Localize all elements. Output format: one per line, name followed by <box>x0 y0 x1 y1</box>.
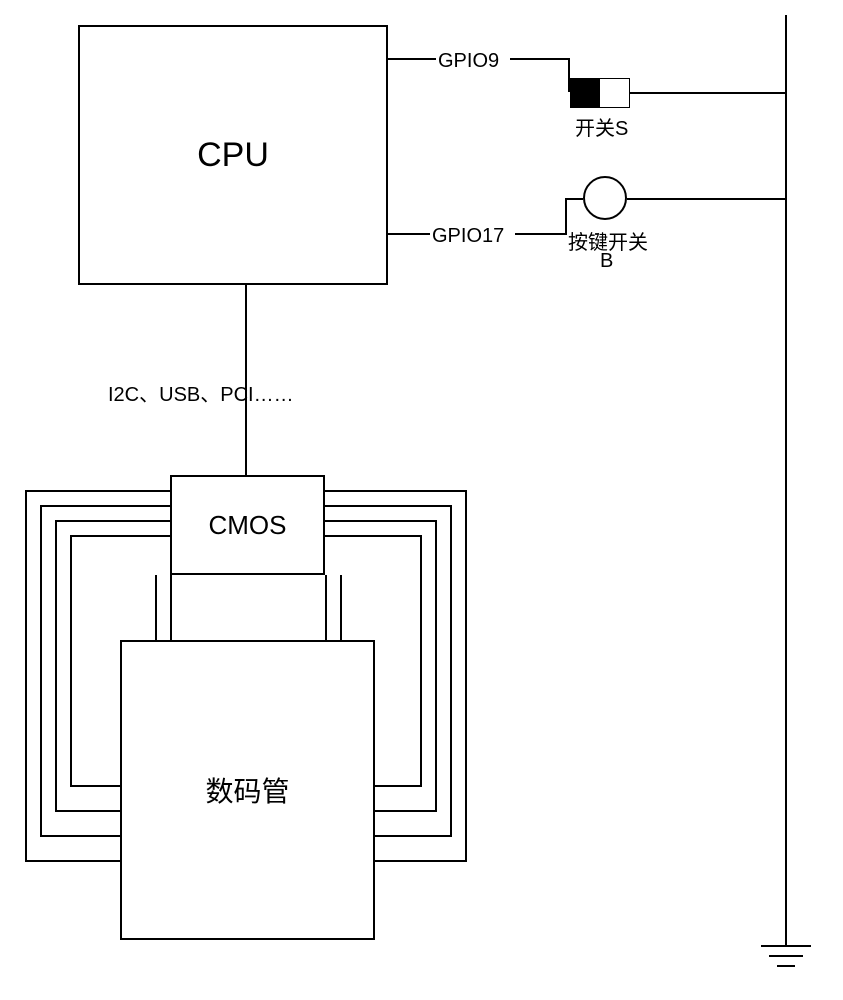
push-button-b-label2: B <box>600 250 613 273</box>
wire <box>785 15 787 945</box>
wire <box>450 505 452 835</box>
switch-s-right <box>600 79 629 107</box>
wire <box>40 505 42 835</box>
wire <box>565 198 567 235</box>
wire <box>375 785 422 787</box>
digital-tube-label: 数码管 <box>205 770 289 810</box>
wire <box>325 535 422 537</box>
wire <box>155 640 165 642</box>
switch-s-label: 开关S <box>575 112 628 141</box>
wire <box>70 535 170 537</box>
wire <box>420 535 422 785</box>
wire <box>568 58 570 92</box>
wire <box>465 490 467 860</box>
wire <box>335 640 345 642</box>
wire <box>325 520 437 522</box>
wire <box>165 640 175 642</box>
wire <box>375 810 437 812</box>
ground-symbol <box>760 945 812 985</box>
wire <box>627 198 786 200</box>
cpu-block: CPU <box>78 25 388 285</box>
wire <box>340 575 342 640</box>
digital-tube-block: 数码管 <box>120 640 375 940</box>
wire <box>40 505 170 507</box>
gpio9-label: GPIO9 <box>438 50 499 73</box>
wire <box>565 198 583 200</box>
wire <box>25 490 170 492</box>
wire <box>55 520 170 522</box>
wire <box>375 860 467 862</box>
wire <box>155 575 157 640</box>
switch-s <box>570 78 630 108</box>
wire <box>55 520 57 810</box>
wire <box>388 58 436 60</box>
cmos-block: CMOS <box>170 475 325 575</box>
wire <box>375 835 452 837</box>
wire <box>320 640 330 642</box>
gpio17-label: GPIO17 <box>432 225 504 248</box>
wire <box>70 785 120 787</box>
wire <box>40 835 120 837</box>
switch-s-left <box>571 79 600 107</box>
cpu-label: CPU <box>197 136 269 175</box>
wire <box>55 810 120 812</box>
wire <box>435 520 437 810</box>
wire <box>25 490 27 860</box>
wire <box>245 285 247 475</box>
wire <box>325 575 327 640</box>
wire <box>170 575 172 640</box>
wire <box>325 490 467 492</box>
bus-label: I2C、USB、PCI…… <box>108 378 294 407</box>
cmos-label: CMOS <box>209 510 287 541</box>
wire <box>510 58 570 60</box>
wire <box>515 233 567 235</box>
wire <box>388 233 430 235</box>
push-button-b <box>583 176 627 220</box>
circuit-diagram: CPU CMOS 数码管 GPIO9 GPIO17 I2C、USB、PCI…… … <box>0 0 843 1000</box>
wire <box>325 505 452 507</box>
wire <box>25 860 120 862</box>
wire <box>70 535 72 785</box>
wire <box>630 92 786 94</box>
